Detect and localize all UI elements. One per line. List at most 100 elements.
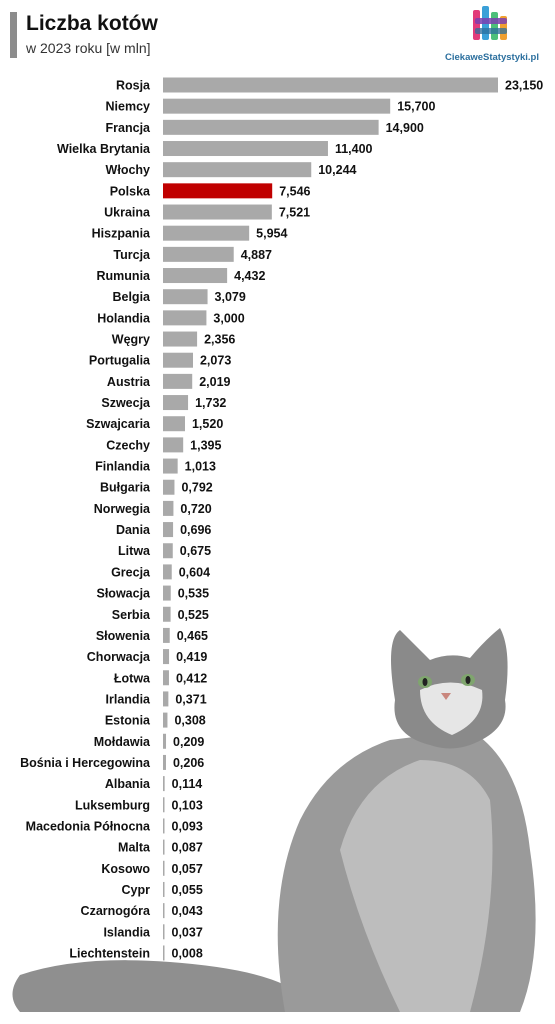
bar — [163, 98, 391, 114]
category-label: Szwecja — [101, 396, 151, 410]
bar — [163, 691, 169, 707]
value-label: 0,308 — [174, 714, 205, 728]
bars-group: Rosja 23,150 Niemcy 15,700 Francja 14,900 Wiel… — [20, 77, 543, 961]
value-label: 0,103 — [172, 798, 203, 812]
category-label: Włochy — [106, 163, 150, 177]
value-label: 1,395 — [190, 438, 221, 452]
category-label: Rumunia — [97, 269, 152, 283]
bar — [163, 733, 167, 749]
value-label: 0,057 — [172, 862, 203, 876]
bar — [163, 649, 170, 665]
chart-title: Liczba kotów — [26, 12, 158, 35]
category-label: Słowacja — [97, 587, 152, 601]
bar — [163, 543, 173, 559]
value-label: 0,792 — [181, 481, 212, 495]
value-label: 0,037 — [172, 925, 203, 939]
value-label: 4,887 — [241, 248, 272, 262]
bar — [163, 627, 170, 643]
value-label: 0,008 — [172, 946, 203, 960]
bar — [163, 903, 165, 919]
bar — [163, 458, 178, 474]
bar — [163, 754, 166, 770]
category-label: Portugalia — [89, 354, 151, 368]
category-label: Luksemburg — [75, 798, 150, 812]
value-label: 2,356 — [204, 333, 235, 347]
bar — [163, 183, 273, 199]
bar — [163, 204, 272, 220]
category-label: Bośnia i Hercegowina — [20, 756, 151, 770]
value-label: 0,675 — [180, 544, 211, 558]
category-label: Macedonia Północna — [26, 819, 151, 833]
bar — [163, 839, 165, 855]
bar — [163, 289, 208, 305]
bar — [163, 924, 165, 940]
bar — [163, 437, 184, 453]
category-label: Rosja — [116, 79, 151, 93]
cat-illustration — [12, 628, 536, 1012]
bar — [163, 712, 168, 728]
value-label: 0,209 — [173, 735, 204, 749]
bar — [163, 162, 312, 178]
value-label: 7,521 — [279, 206, 310, 220]
category-label: Dania — [116, 523, 151, 537]
bar — [163, 225, 250, 241]
value-label: 15,700 — [397, 100, 435, 114]
category-label: Polska — [110, 184, 151, 198]
value-label: 0,055 — [172, 883, 203, 897]
value-label: 0,696 — [180, 523, 211, 537]
category-label: Wielka Brytania — [57, 142, 151, 156]
category-label: Słowenia — [96, 629, 151, 643]
category-label: Czechy — [106, 438, 150, 452]
bar — [163, 416, 185, 432]
category-label: Chorwacja — [87, 650, 151, 664]
bar — [163, 119, 379, 135]
category-label: Islandia — [103, 925, 151, 939]
value-label: 0,465 — [177, 629, 208, 643]
value-label: 0,206 — [173, 756, 204, 770]
category-label: Litwa — [118, 544, 151, 558]
bar — [163, 585, 171, 601]
value-label: 0,043 — [172, 904, 203, 918]
value-label: 0,419 — [176, 650, 207, 664]
chart-subtitle: w 2023 roku [w mln] — [26, 40, 151, 56]
value-label: 5,954 — [256, 227, 287, 241]
value-label: 3,000 — [213, 311, 244, 325]
bar — [163, 352, 193, 368]
value-label: 0,604 — [179, 565, 210, 579]
value-label: 1,520 — [192, 417, 223, 431]
category-label: Estonia — [105, 714, 151, 728]
category-label: Turcja — [113, 248, 151, 262]
bar — [163, 945, 165, 961]
bar — [163, 310, 207, 326]
bar — [163, 500, 174, 516]
bar — [163, 331, 198, 347]
category-label: Czarnogóra — [81, 904, 152, 918]
bar — [163, 479, 175, 495]
bar — [163, 776, 165, 792]
category-label: Grecja — [111, 565, 151, 579]
category-label: Łotwa — [114, 671, 151, 685]
category-label: Ukraina — [104, 206, 151, 220]
value-label: 3,079 — [215, 290, 246, 304]
value-label: 0,114 — [172, 777, 203, 791]
category-label: Finlandia — [95, 460, 151, 474]
bar — [163, 860, 165, 876]
category-label: Norwegia — [94, 502, 151, 516]
category-label: Hiszpania — [92, 227, 151, 241]
category-label: Mołdawia — [94, 735, 151, 749]
bar — [163, 564, 172, 580]
value-label: 1,013 — [185, 460, 216, 474]
value-label: 0,412 — [176, 671, 207, 685]
value-label: 11,400 — [335, 142, 373, 156]
category-label: Kosowo — [101, 862, 150, 876]
value-label: 14,900 — [386, 121, 424, 135]
bar — [163, 246, 234, 262]
value-label: 7,546 — [279, 184, 310, 198]
value-label: 1,732 — [195, 396, 226, 410]
category-label: Francja — [106, 121, 152, 135]
value-label: 2,073 — [200, 354, 231, 368]
value-label: 0,535 — [178, 587, 209, 601]
bar — [163, 268, 228, 284]
category-label: Serbia — [112, 608, 151, 622]
category-label: Szwajcaria — [86, 417, 151, 431]
